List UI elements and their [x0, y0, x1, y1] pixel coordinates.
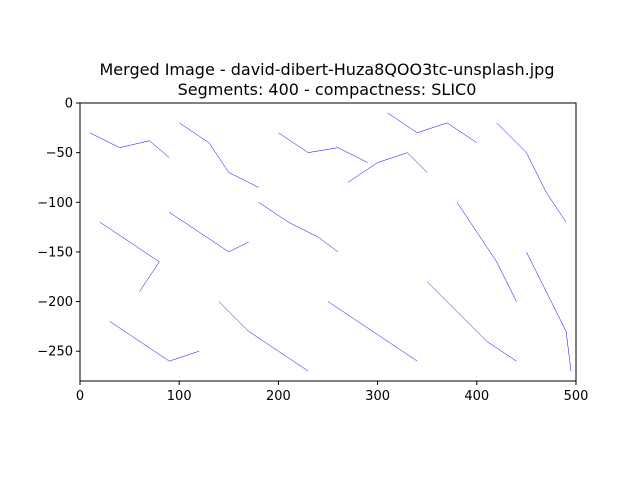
segment-boundary-line [258, 202, 339, 253]
segment-boundary-line [179, 122, 259, 188]
segment-boundary-line [427, 281, 517, 362]
x-tick-label: 100 [167, 389, 192, 404]
segment-boundary-line [109, 321, 200, 362]
plot-frame [79, 102, 577, 382]
x-tick-label: 400 [464, 389, 489, 404]
y-tick-label: −200 [37, 295, 73, 310]
segment-boundary-line [327, 301, 418, 362]
x-tick-label: 0 [76, 389, 84, 404]
segment-boundary-line [347, 152, 428, 183]
chart-title-line2: Segments: 400 - compactness: SLIC0 [178, 80, 477, 99]
segment-boundary-line [89, 132, 170, 158]
y-tick-label: −250 [37, 345, 73, 360]
segment-boundary-line [218, 301, 309, 372]
segment-boundary-line [496, 122, 567, 223]
segment-boundary-line [169, 212, 249, 253]
segment-boundary-line [278, 132, 368, 163]
segment-boundary-line [526, 251, 572, 372]
x-tick-label: 500 [564, 389, 589, 404]
x-axis: 0 100 200 300 400 500 [76, 381, 589, 404]
y-tick-label: −50 [46, 146, 73, 161]
x-tick-label: 300 [365, 389, 390, 404]
y-tick-label: −150 [37, 245, 73, 260]
segment-boundary-line [99, 221, 160, 292]
y-axis: 0 −50 −100 −150 −200 −250 [37, 97, 80, 360]
segment-boundary-line [387, 112, 477, 143]
x-tick-label: 200 [266, 389, 291, 404]
chart-title-line1: Merged Image - david-dibert-Huza8QOO3tc-… [100, 60, 555, 79]
segment-boundary-line [456, 202, 517, 302]
segment-boundaries [89, 112, 572, 372]
y-tick-label: −100 [37, 196, 73, 211]
y-tick-label: 0 [65, 97, 73, 112]
